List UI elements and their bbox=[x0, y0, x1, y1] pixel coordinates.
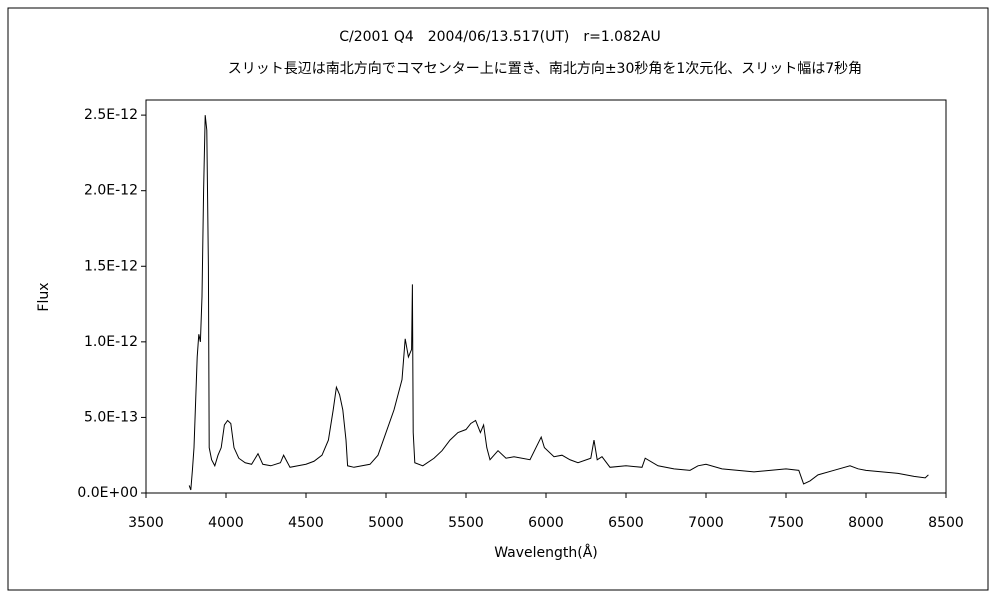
chart-title: C/2001 Q4 2004/06/13.517(UT) r=1.082AU bbox=[339, 29, 660, 45]
x-tick-label: 3500 bbox=[128, 515, 164, 531]
x-tick-label: 8000 bbox=[848, 515, 884, 531]
x-tick-label: 5500 bbox=[448, 515, 484, 531]
x-tick-label: 7000 bbox=[688, 515, 724, 531]
chart-subtitle: スリット長辺は南北方向でコマセンター上に置き、南北方向±30秒角を1次元化、スリ… bbox=[228, 61, 862, 77]
spectrum-line bbox=[188, 115, 929, 491]
x-tick-label: 6000 bbox=[528, 515, 564, 531]
y-tick-label: 2.0E-12 bbox=[84, 183, 138, 199]
x-tick-label: 4000 bbox=[208, 515, 244, 531]
x-tick-label: 8500 bbox=[928, 515, 964, 531]
x-tick-label: 6500 bbox=[608, 515, 644, 531]
x-tick-label: 7500 bbox=[768, 515, 804, 531]
y-axis-label: Flux bbox=[36, 282, 52, 311]
x-axis-label: Wavelength(Å) bbox=[494, 544, 598, 561]
y-tick-label: 2.5E-12 bbox=[84, 107, 138, 123]
y-tick-label: 5.0E-13 bbox=[84, 409, 138, 425]
y-tick-label: 0.0E+00 bbox=[77, 485, 138, 501]
x-tick-label: 5000 bbox=[368, 515, 404, 531]
y-tick-label: 1.5E-12 bbox=[84, 258, 138, 274]
plot-area bbox=[145, 99, 947, 494]
x-tick-label: 4500 bbox=[288, 515, 324, 531]
y-tick-label: 1.0E-12 bbox=[84, 334, 138, 350]
